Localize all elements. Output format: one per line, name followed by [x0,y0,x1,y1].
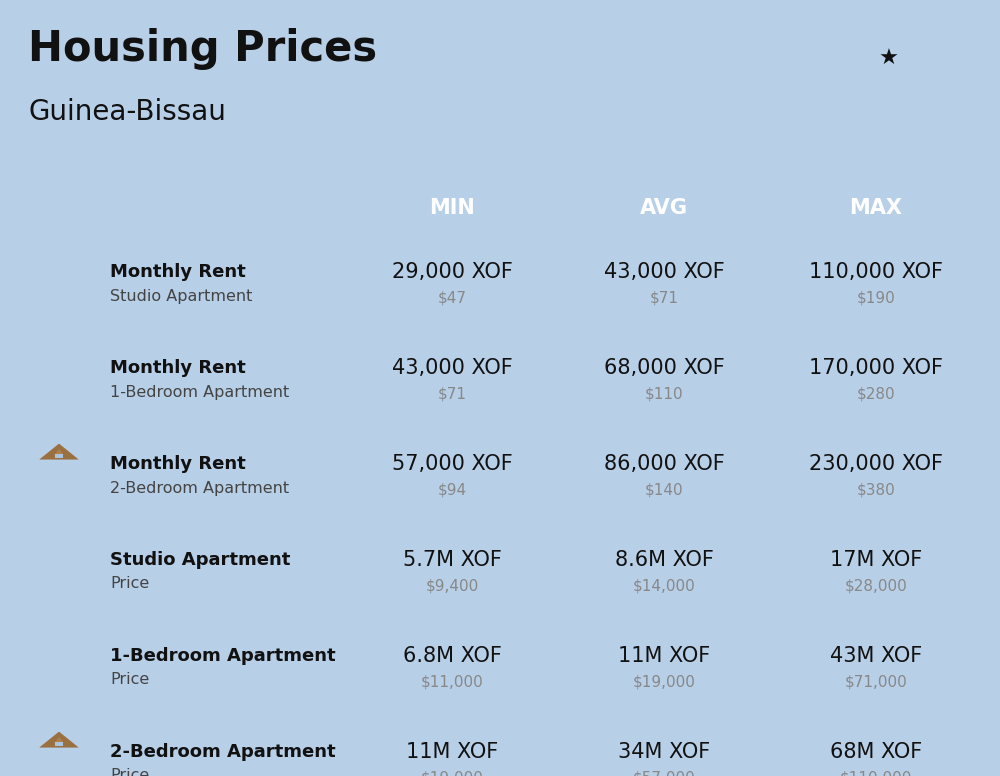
Text: Housing Prices: Housing Prices [28,28,377,70]
Text: 68,000 XOF: 68,000 XOF [604,358,724,378]
Text: $9,400: $9,400 [425,578,479,594]
Text: $47: $47 [438,290,466,306]
Polygon shape [39,444,79,459]
Text: Monthly Rent: Monthly Rent [110,359,246,377]
Text: $190: $190 [857,290,895,306]
Text: 2-Bedroom Apartment: 2-Bedroom Apartment [110,743,336,761]
Text: Price: Price [110,673,149,688]
Text: $140: $140 [645,483,683,497]
Text: Monthly Rent: Monthly Rent [110,263,246,281]
Text: $380: $380 [857,483,895,497]
Text: MAX: MAX [850,198,902,218]
Bar [55,454,63,459]
Text: Studio Apartment: Studio Apartment [110,551,290,569]
Text: 1-Bedroom Apartment: 1-Bedroom Apartment [110,647,336,665]
Text: 6.8M XOF: 6.8M XOF [403,646,501,666]
Text: Price: Price [110,768,149,776]
Text: 17M XOF: 17M XOF [830,550,922,570]
Text: $280: $280 [857,386,895,401]
Text: $71: $71 [438,386,466,401]
Text: 11M XOF: 11M XOF [406,742,498,762]
Text: Guinea-Bissau: Guinea-Bissau [28,98,226,126]
Text: 5.7M XOF: 5.7M XOF [403,550,501,570]
Text: $71: $71 [650,290,678,306]
Text: 43,000 XOF: 43,000 XOF [604,262,724,282]
Text: $28,000: $28,000 [845,578,907,594]
Text: 2-Bedroom Apartment: 2-Bedroom Apartment [110,480,289,496]
Text: $14,000: $14,000 [633,578,695,594]
Text: $71,000: $71,000 [845,674,907,690]
Text: AVG: AVG [640,198,688,218]
Text: Studio Apartment: Studio Apartment [110,289,252,303]
Bar [55,743,63,747]
Text: 230,000 XOF: 230,000 XOF [809,454,943,474]
Text: 11M XOF: 11M XOF [618,646,710,666]
Text: 110,000 XOF: 110,000 XOF [809,262,943,282]
Text: ★: ★ [879,49,899,69]
Text: $11,000: $11,000 [421,674,483,690]
Text: $110,000: $110,000 [840,771,912,776]
Text: 43,000 XOF: 43,000 XOF [392,358,512,378]
Text: 8.6M XOF: 8.6M XOF [615,550,713,570]
Text: 29,000 XOF: 29,000 XOF [392,262,512,282]
Text: MIN: MIN [429,198,475,218]
Text: 1-Bedroom Apartment: 1-Bedroom Apartment [110,384,289,400]
Text: 34M XOF: 34M XOF [618,742,710,762]
Text: 170,000 XOF: 170,000 XOF [809,358,943,378]
Text: $19,000: $19,000 [633,674,695,690]
Text: 68M XOF: 68M XOF [830,742,922,762]
Text: 43M XOF: 43M XOF [830,646,922,666]
Text: 86,000 XOF: 86,000 XOF [604,454,724,474]
Polygon shape [54,449,64,455]
Polygon shape [39,732,79,747]
Text: $19,000: $19,000 [421,771,483,776]
Text: Price: Price [110,577,149,591]
Text: 57,000 XOF: 57,000 XOF [392,454,512,474]
Text: $57,000: $57,000 [633,771,695,776]
Text: Monthly Rent: Monthly Rent [110,455,246,473]
Text: $94: $94 [437,483,467,497]
Polygon shape [54,737,64,743]
Text: $110: $110 [645,386,683,401]
